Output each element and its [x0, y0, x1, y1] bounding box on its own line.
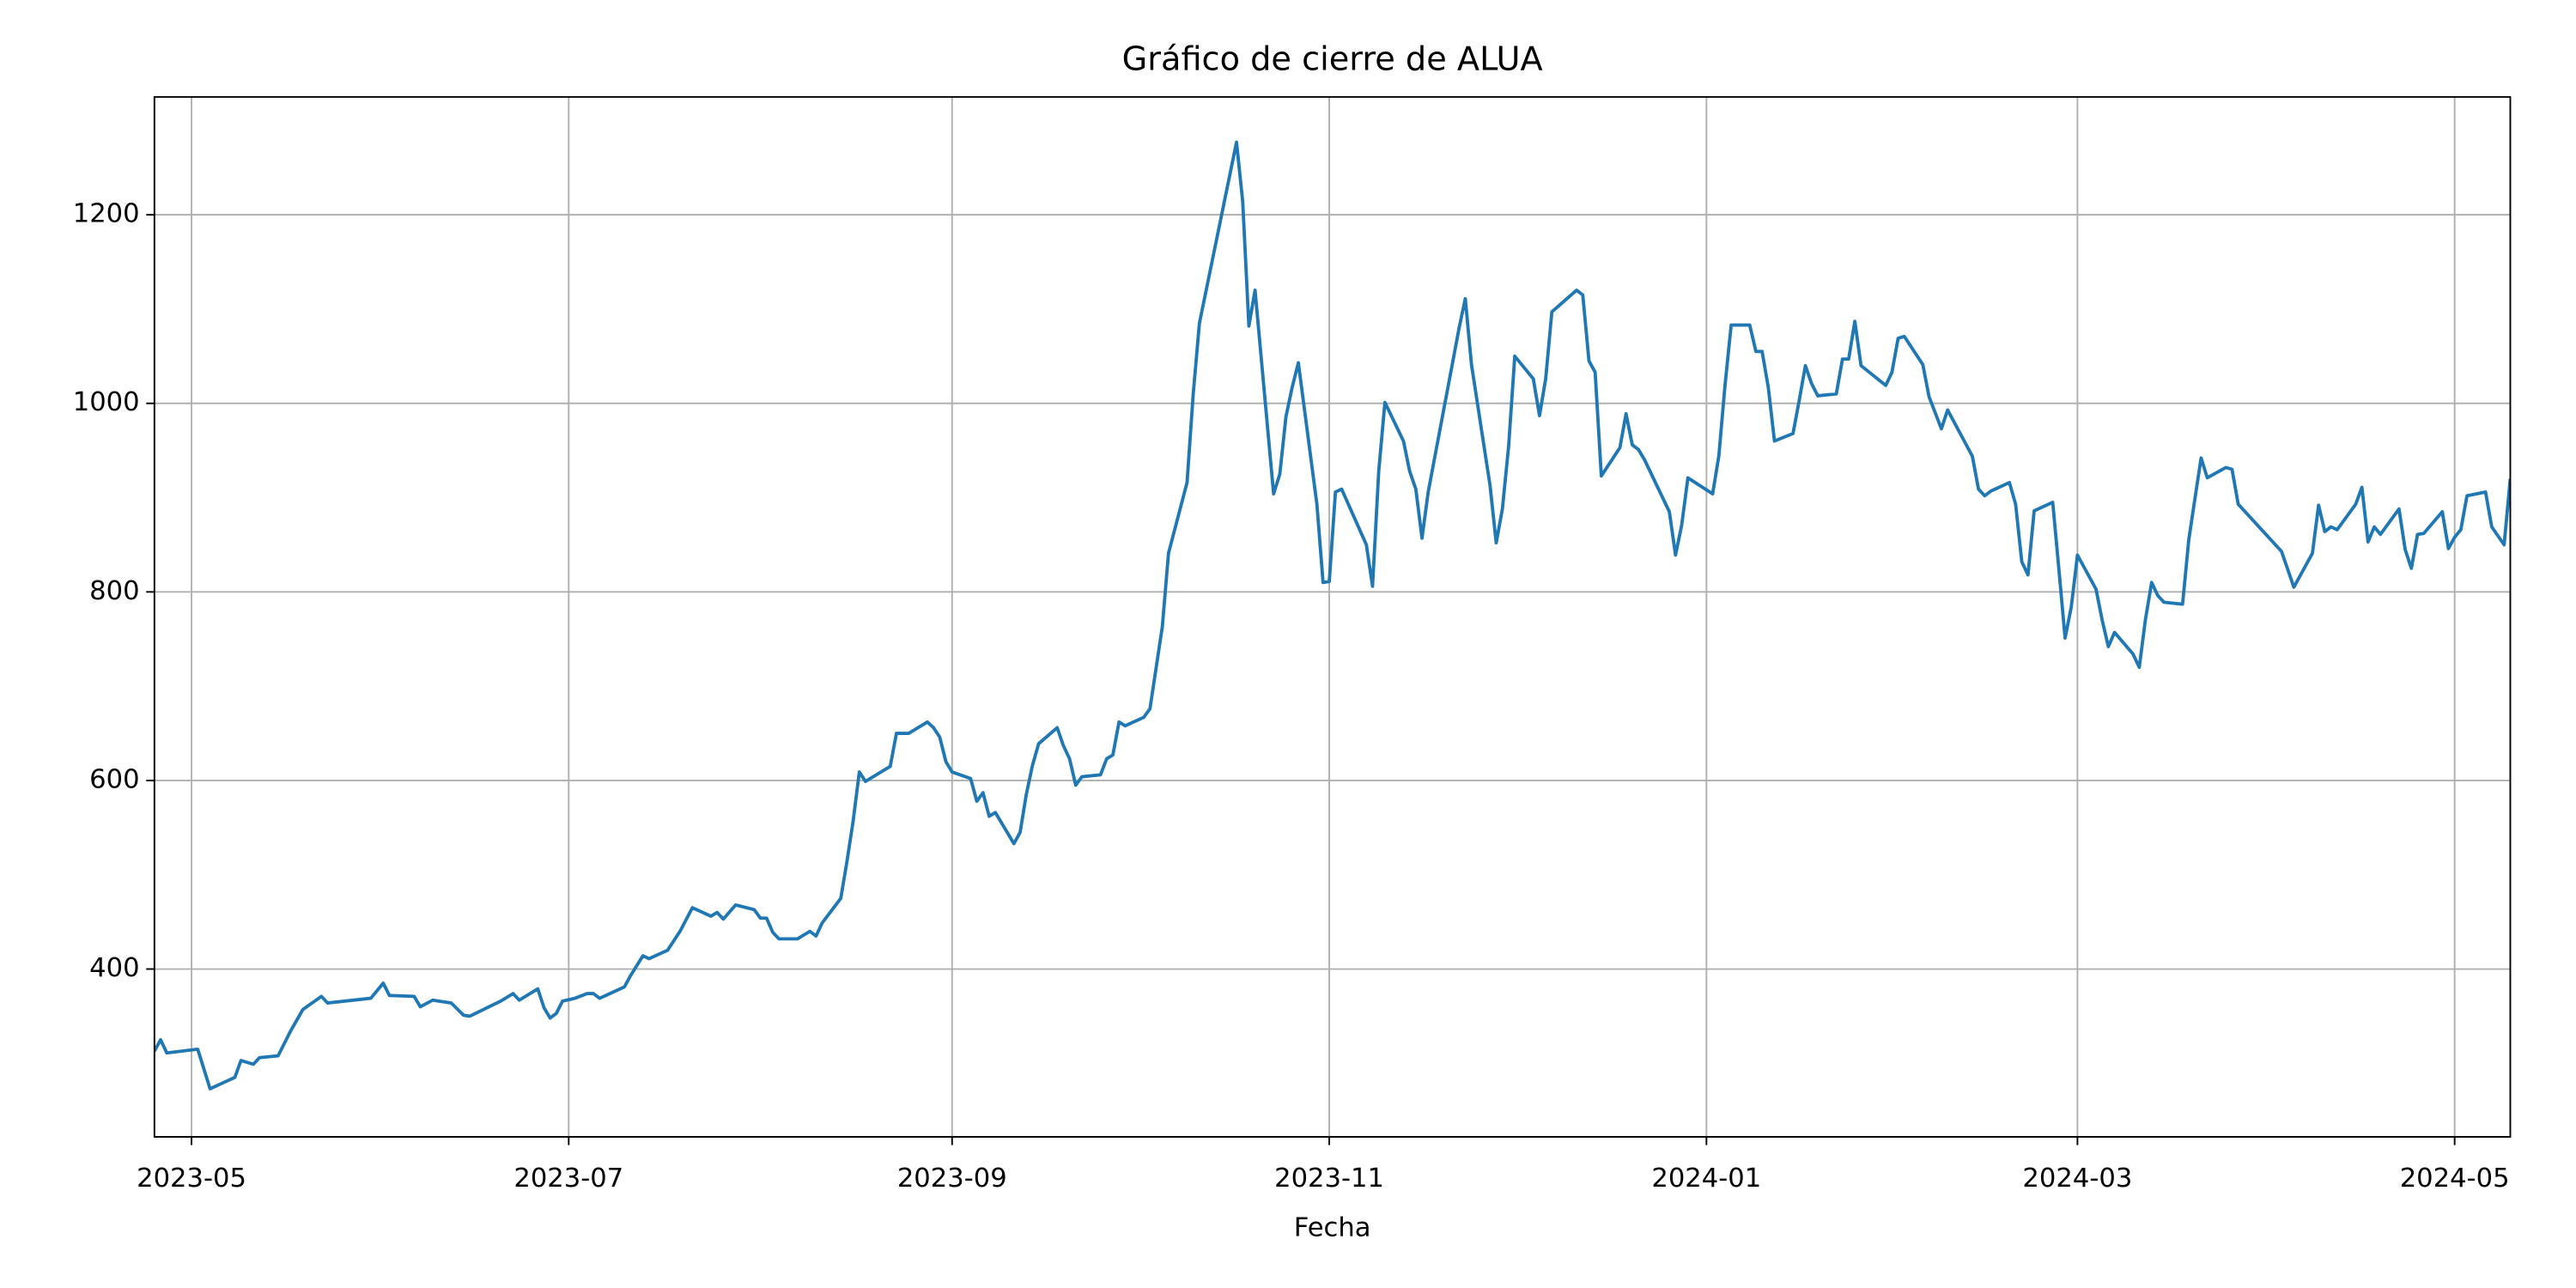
x-tick-label: 2024-05	[2400, 1163, 2510, 1194]
y-tick-label: 600	[89, 764, 139, 794]
plot-frame	[153, 95, 2512, 1138]
y-tick-label: 400	[89, 953, 139, 983]
x-tick-label: 2023-07	[513, 1163, 623, 1194]
chart-title: Gráfico de cierre de ALUA	[1122, 39, 1543, 78]
price-line	[154, 140, 2511, 1091]
x-tick-label: 2024-03	[2022, 1163, 2132, 1194]
x-tick-label: 2024-01	[1651, 1163, 1761, 1194]
x-tick-label: 2023-11	[1274, 1163, 1384, 1194]
y-tick-label: 1000	[73, 387, 140, 417]
y-tick-label: 1200	[73, 199, 140, 229]
x-tick-label: 2023-09	[897, 1163, 1007, 1194]
y-tick-label: 800	[89, 576, 139, 606]
x-tick-label: 2023-05	[137, 1163, 246, 1194]
x-axis-label: Fecha	[1294, 1213, 1371, 1243]
